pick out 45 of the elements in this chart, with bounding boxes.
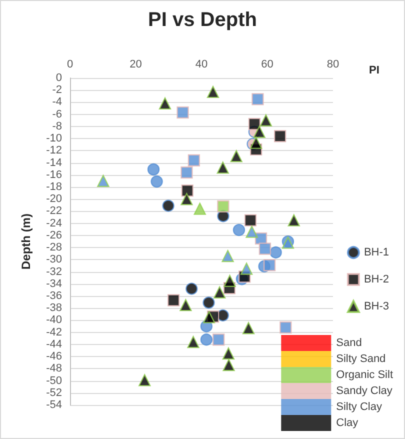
- y-tick-label: -16: [46, 168, 62, 181]
- y-tick-label: -24: [46, 217, 62, 230]
- legend-label: Silty Sand: [336, 353, 386, 365]
- y-tick-label: -22: [46, 205, 62, 218]
- y-axis-title: Depth (m): [19, 214, 33, 270]
- y-tick-label: -50: [46, 374, 62, 387]
- y-tick-label: -8: [52, 120, 62, 132]
- y-tick-label: -2: [52, 84, 62, 96]
- y-tick-label: -34: [46, 278, 62, 290]
- legend-label: Clay: [336, 417, 359, 429]
- y-tick-label: -52: [46, 386, 62, 399]
- y-tick-label: -26: [46, 229, 62, 242]
- x-axis-title: PI: [369, 64, 380, 76]
- legend-label: Organic Silt: [336, 369, 394, 381]
- y-tick-label: -6: [52, 108, 62, 120]
- legend-label: BH-1: [364, 246, 389, 258]
- y-tick-label: 0: [56, 72, 62, 84]
- y-tick-label: -48: [46, 362, 62, 375]
- legend-label: Sand: [336, 337, 362, 349]
- y-tick-label: -54: [46, 399, 62, 411]
- x-tick-label: 60: [261, 58, 274, 70]
- y-tick-label: -12: [46, 144, 62, 157]
- legend-label: BH-3: [364, 300, 389, 312]
- legend-label: Silty Clay: [336, 401, 382, 413]
- y-tick-label: -32: [46, 266, 62, 278]
- y-tick-label: -10: [46, 132, 62, 145]
- y-tick-label: -20: [46, 193, 62, 206]
- y-tick-label: -28: [46, 242, 62, 254]
- y-tick-label: -14: [46, 156, 62, 169]
- y-tick-label: -42: [46, 326, 62, 338]
- y-tick-label: -40: [46, 314, 62, 326]
- x-tick-label: 0: [66, 58, 74, 70]
- legend-label: BH-2: [364, 274, 389, 286]
- y-tick-label: -36: [46, 290, 62, 302]
- x-tick-label: 80: [326, 58, 340, 70]
- y-tick-label: -30: [46, 254, 62, 266]
- y-tick-label: -18: [46, 181, 62, 193]
- y-tick-label: -4: [52, 96, 62, 108]
- y-tick-label: -46: [46, 350, 62, 363]
- legend-label: Sandy Clay: [336, 385, 393, 397]
- y-tick-label: -38: [46, 302, 62, 314]
- y-tick-label: -44: [46, 338, 62, 350]
- x-tick-label: 40: [195, 58, 208, 70]
- chart-title: PI vs Depth: [148, 9, 257, 31]
- x-tick-label: 20: [130, 58, 142, 70]
